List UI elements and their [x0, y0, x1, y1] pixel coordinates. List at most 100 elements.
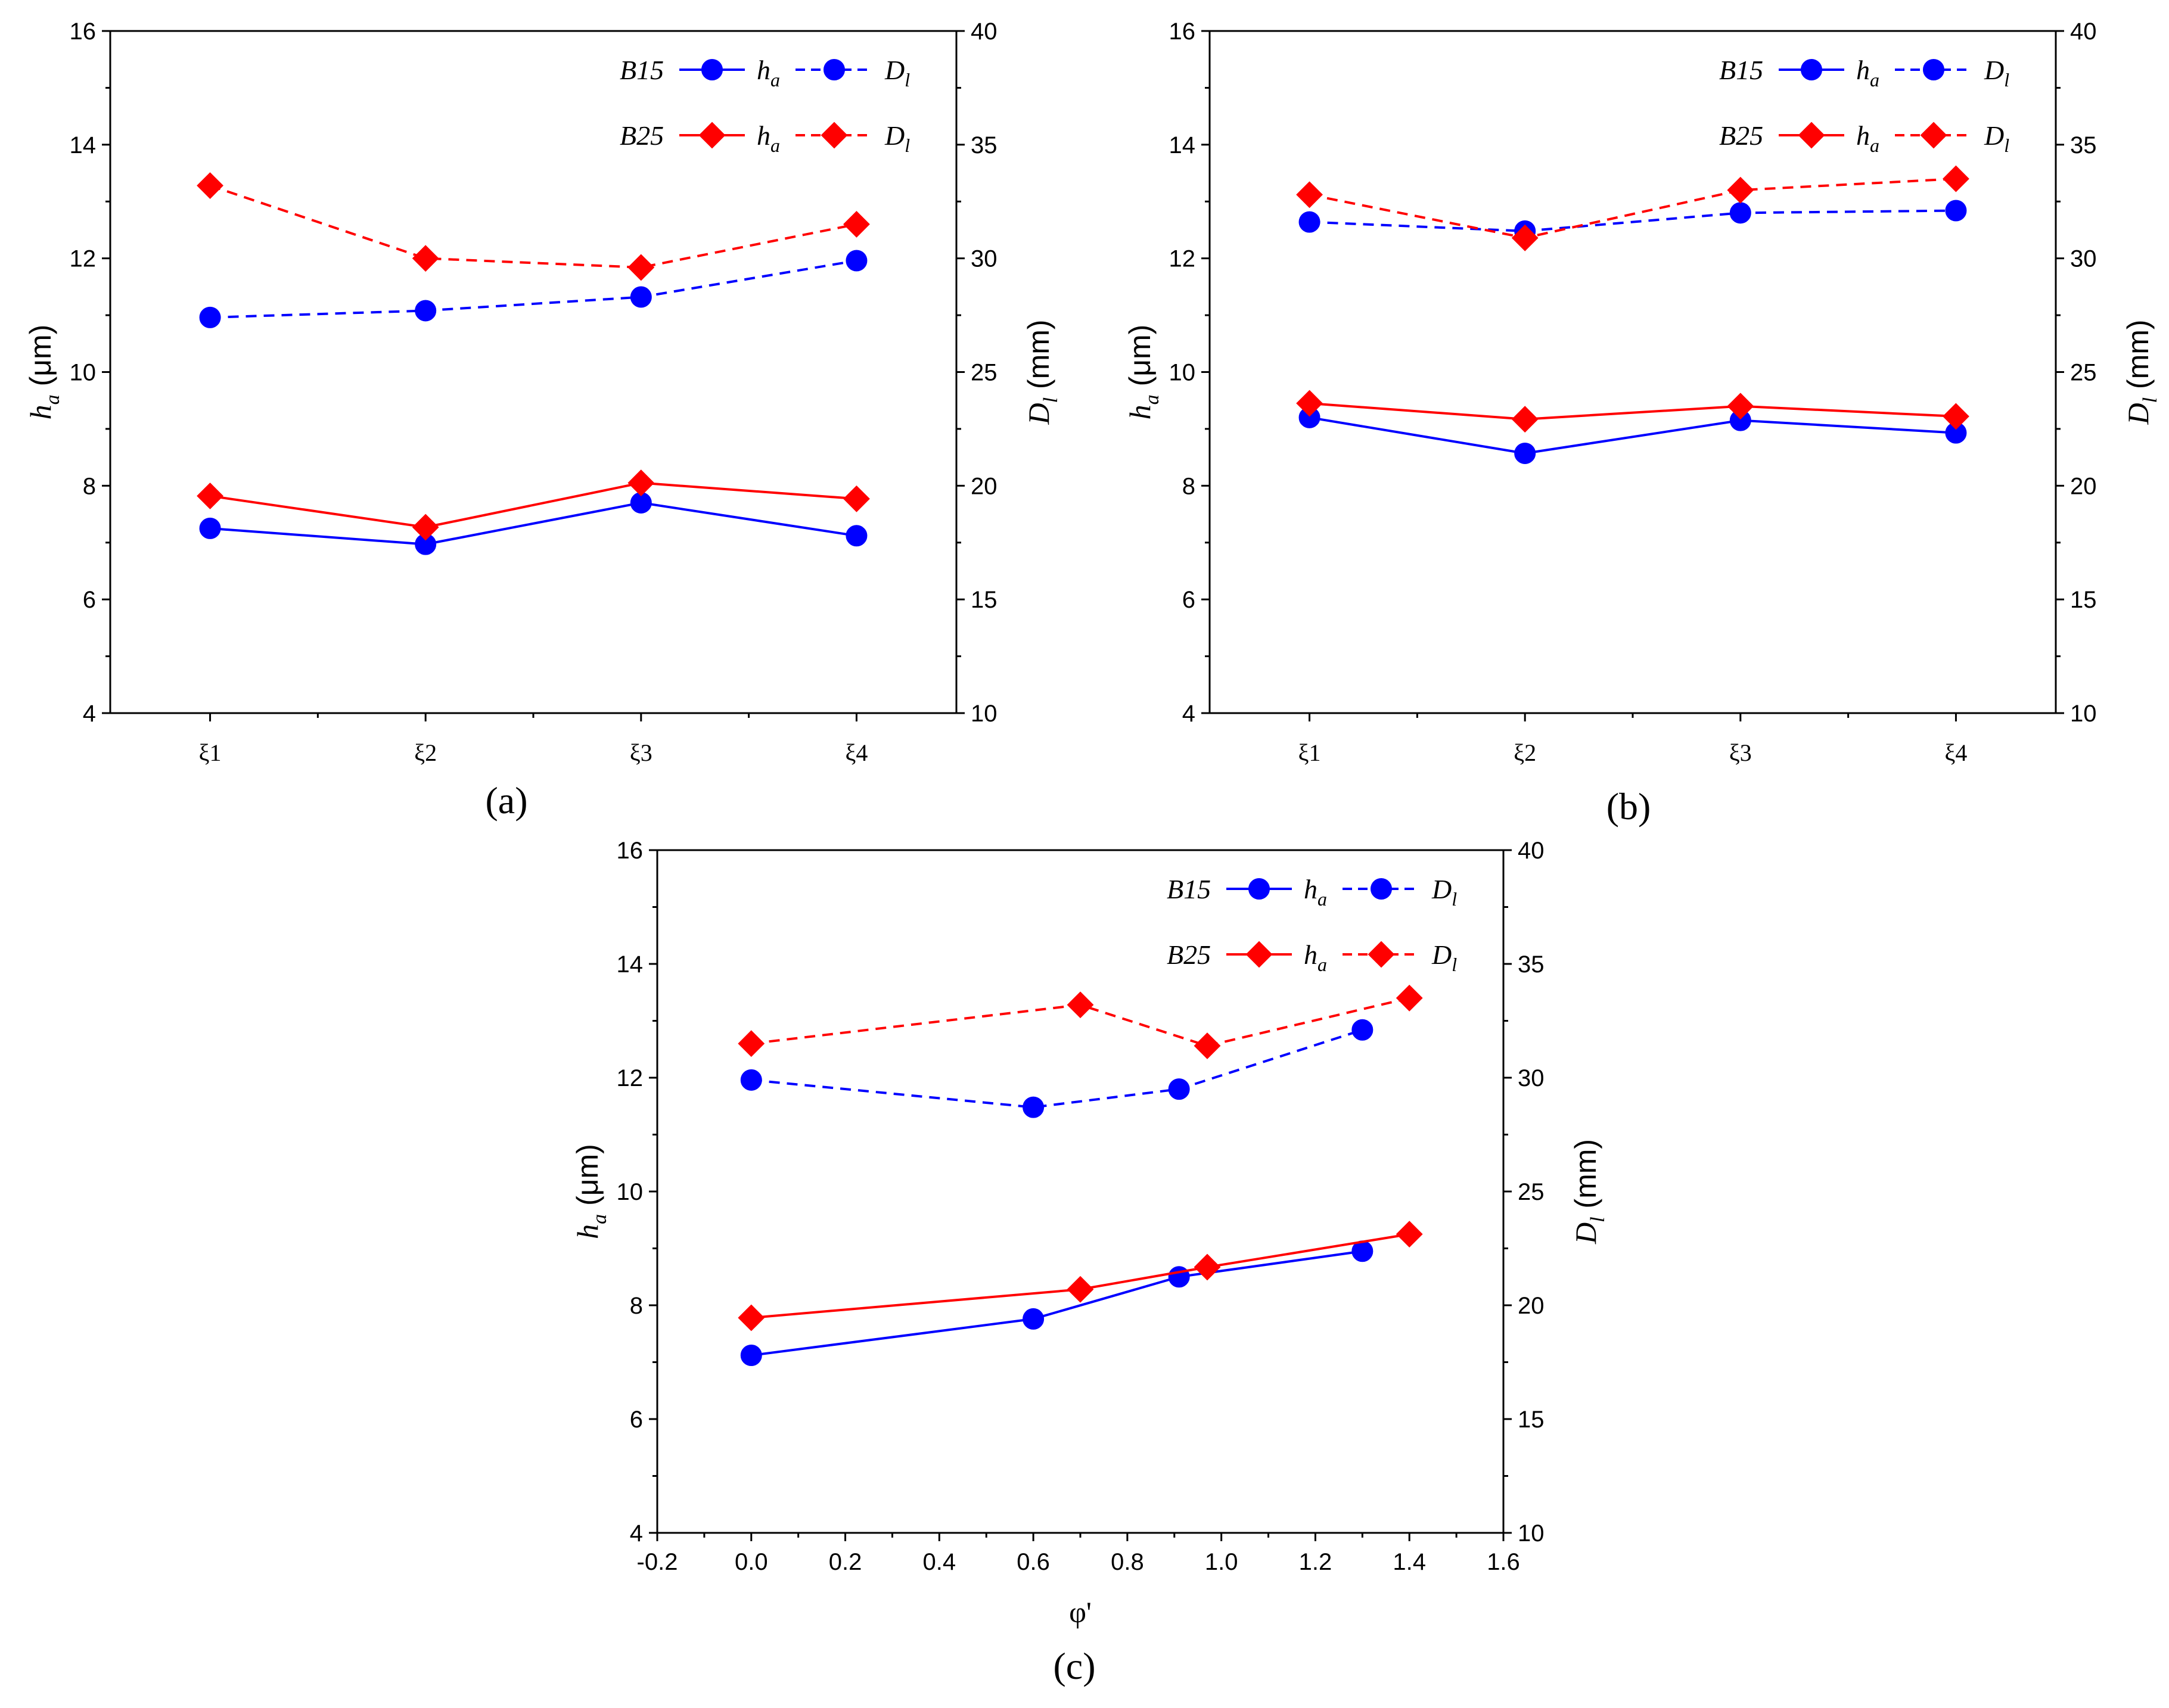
- data-point: [1351, 1019, 1374, 1041]
- right-axis-title: Dl (mm): [1022, 319, 1062, 425]
- left-axis-tick-label: 10: [617, 1179, 644, 1205]
- right-axis-title-symbol: D: [1022, 403, 1055, 425]
- x-axis-category-label: ξ3: [1729, 739, 1752, 766]
- left-axis-title-symbol: h: [571, 1224, 604, 1239]
- x-axis-category-label: ξ3: [630, 739, 652, 766]
- data-point: [199, 517, 221, 539]
- legend-dl-label: Dl: [1431, 939, 1457, 975]
- data-point: [1194, 1253, 1221, 1281]
- left-axis-title-subscript: a: [589, 1214, 611, 1224]
- legend-marker: [1798, 122, 1825, 149]
- right-axis-tick-label: 25: [1518, 1179, 1545, 1205]
- left-axis-tick-label: 4: [83, 701, 96, 727]
- legend-dl-subscript: l: [905, 135, 910, 156]
- panel-label: (a): [485, 779, 527, 822]
- left-axis-tick-label: 14: [617, 951, 644, 978]
- data-point: [412, 245, 439, 272]
- series-1: [740, 1019, 1374, 1118]
- legend-row-1: B25 ha Dl: [1167, 939, 1457, 975]
- series-2: [197, 469, 870, 541]
- legend-ha-symbol: h: [1304, 874, 1317, 904]
- legend-dl-subscript: l: [1452, 954, 1457, 975]
- right-axis-tick-label: 10: [971, 701, 998, 727]
- left-axis-tick-label: 8: [630, 1293, 643, 1319]
- series-3: [197, 172, 870, 281]
- right-axis-tick-label: 15: [1518, 1407, 1545, 1433]
- legend-ha-subscript: a: [770, 135, 780, 156]
- legend-dl-symbol: D: [884, 120, 905, 151]
- left-axis-tick-label: 12: [70, 246, 97, 272]
- right-axis-title: Dl (mm): [2121, 319, 2161, 425]
- legend-group-label: B15: [1719, 55, 1763, 85]
- panel-label: (b): [1606, 785, 1651, 827]
- legend-group-label: B25: [1719, 120, 1763, 151]
- left-axis-title: ha (μm): [571, 1144, 611, 1239]
- right-axis-tick-label: 20: [1518, 1293, 1545, 1319]
- data-point: [197, 483, 223, 509]
- data-point: [1396, 984, 1423, 1012]
- right-axis-tick-label: 30: [2070, 246, 2097, 272]
- data-point: [1168, 1078, 1190, 1100]
- data-point: [738, 1030, 765, 1057]
- legend-marker: [1923, 59, 1944, 80]
- right-axis-tick-label: 35: [2070, 132, 2097, 158]
- legend-row-0: B15 ha Dl: [1719, 55, 2009, 91]
- x-axis-tick-label: 0.2: [829, 1549, 862, 1575]
- series-0: [1298, 406, 1967, 464]
- left-axis-title-subscript: a: [1141, 394, 1163, 405]
- series-1: [1298, 200, 1967, 242]
- legend-dl-subscript: l: [2004, 135, 2009, 156]
- left-axis-tick-label: 4: [1182, 701, 1195, 727]
- data-point: [630, 286, 652, 308]
- data-point: [199, 306, 221, 328]
- right-axis-title-subscript: l: [2139, 397, 2161, 403]
- x-axis-category-label: ξ1: [199, 739, 222, 766]
- data-point: [1298, 211, 1320, 233]
- data-point: [1296, 181, 1323, 209]
- series-3: [1296, 165, 1969, 251]
- legend-ha-subscript: a: [1317, 888, 1327, 910]
- x-axis-category-label: ξ2: [1514, 739, 1536, 766]
- x-axis-tick-label: -0.2: [637, 1549, 678, 1575]
- right-axis-tick-label: 20: [971, 473, 998, 499]
- legend-row-1: B25 ha Dl: [620, 120, 910, 156]
- right-axis-tick-label: 25: [971, 360, 998, 386]
- legend-dl-label: Dl: [1984, 120, 2009, 156]
- right-axis-tick-label: 15: [971, 587, 998, 613]
- x-axis-tick-label: 1.4: [1393, 1549, 1426, 1575]
- left-axis-tick-label: 8: [1182, 473, 1195, 499]
- legend-marker: [821, 122, 848, 149]
- left-axis-title-unit: (μm): [1123, 325, 1157, 395]
- data-point: [1945, 200, 1967, 222]
- data-point: [627, 254, 655, 281]
- legend-ha-subscript: a: [1870, 69, 1879, 91]
- right-axis-tick-label: 10: [2070, 701, 2097, 727]
- legend-dl-label: Dl: [1431, 874, 1457, 910]
- legend-marker: [1368, 941, 1395, 968]
- left-axis-tick-label: 10: [1169, 360, 1196, 386]
- series-2: [1296, 390, 1969, 433]
- legend-marker: [698, 122, 726, 149]
- legend-dl-label: Dl: [884, 55, 910, 91]
- legend-dl-symbol: D: [884, 55, 905, 85]
- data-point: [1943, 403, 1969, 430]
- left-axis-tick-label: 8: [83, 473, 96, 499]
- legend-marker: [1245, 941, 1273, 968]
- series-line: [1309, 402, 1956, 421]
- legend-dl-symbol: D: [1984, 120, 2004, 151]
- legend-marker: [824, 59, 845, 80]
- legend-ha-subscript: a: [1317, 954, 1327, 975]
- legend-marker: [701, 59, 723, 80]
- legend-ha-symbol: h: [1856, 55, 1870, 85]
- data-point: [1727, 176, 1754, 204]
- right-axis-tick-label: 35: [971, 132, 998, 158]
- data-point: [740, 1069, 762, 1091]
- series-line: [210, 259, 857, 319]
- x-axis-category-label: ξ4: [1945, 739, 1968, 766]
- left-axis-tick-label: 6: [83, 587, 96, 613]
- legend-dl-subscript: l: [1452, 888, 1457, 910]
- right-axis-title-subscript: l: [1040, 397, 1062, 403]
- legend-marker: [1371, 878, 1392, 900]
- data-point: [1194, 1032, 1221, 1059]
